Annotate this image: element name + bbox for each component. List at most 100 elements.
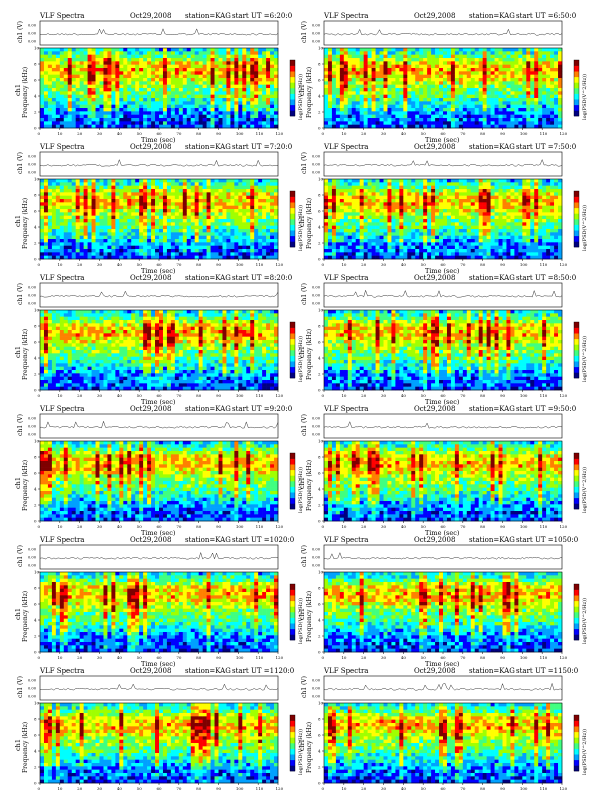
spectrogram-cell bbox=[139, 91, 143, 95]
spectrogram-cell bbox=[479, 58, 483, 62]
spectrogram-cell bbox=[246, 81, 250, 85]
spectrogram-cell bbox=[538, 71, 542, 75]
spectrogram-cell bbox=[376, 101, 380, 105]
spectrogram-cell bbox=[107, 88, 111, 92]
spectrogram-cell bbox=[419, 68, 423, 72]
spectrogram-cell bbox=[262, 115, 266, 119]
spectrogram-cell bbox=[203, 61, 207, 65]
spectrogram-cell bbox=[447, 121, 451, 125]
spectrogram-cell bbox=[431, 61, 435, 65]
spectrogram-cell bbox=[234, 95, 238, 99]
spectrogram-cell bbox=[107, 118, 111, 122]
spectrogram-cell bbox=[514, 88, 518, 92]
spectrogram-cell bbox=[230, 95, 234, 99]
spectrogram-cell bbox=[423, 115, 427, 119]
spectrogram-cell bbox=[526, 78, 530, 82]
spectrogram-cell bbox=[459, 108, 463, 112]
spectrogram-cell bbox=[399, 95, 403, 99]
spectrogram-cell bbox=[123, 75, 127, 79]
spectrogram-cell bbox=[344, 65, 348, 69]
spectrogram-cell bbox=[187, 98, 191, 102]
spectrogram-cell bbox=[111, 115, 115, 119]
spectrogram-cell bbox=[234, 118, 238, 122]
spectrogram-cell bbox=[258, 48, 262, 52]
spectrogram-cell bbox=[455, 75, 459, 79]
spectrogram-cell bbox=[483, 58, 487, 62]
spectrogram-cell bbox=[80, 91, 84, 95]
spectrogram-cell bbox=[246, 78, 250, 82]
spectrogram-cell bbox=[64, 65, 68, 69]
colorbar-segment bbox=[290, 94, 295, 100]
spectrogram-cell bbox=[163, 98, 167, 102]
spectrogram-cell bbox=[483, 61, 487, 65]
spectrogram-cell bbox=[100, 105, 104, 109]
spectrogram-cell bbox=[403, 48, 407, 52]
spectrogram-cell bbox=[423, 108, 427, 112]
spectrogram-cell bbox=[328, 68, 332, 72]
spectrogram-cell bbox=[230, 48, 234, 52]
spectrogram-cell bbox=[506, 58, 510, 62]
spectrogram-cell bbox=[266, 88, 270, 92]
spectrogram-cell bbox=[439, 51, 443, 55]
spectrogram-cell bbox=[163, 105, 167, 109]
spectrogram-cell bbox=[368, 51, 372, 55]
spectrogram-cell bbox=[159, 88, 163, 92]
spectrogram-cell bbox=[423, 51, 427, 55]
spectrogram-cell bbox=[328, 108, 332, 112]
spectrogram-cell bbox=[415, 81, 419, 85]
spectrogram-cell bbox=[427, 85, 431, 89]
spectrogram-cell bbox=[103, 95, 107, 99]
spectrogram-cell bbox=[364, 61, 368, 65]
spectrogram-cell bbox=[107, 98, 111, 102]
spectrogram-cell bbox=[411, 88, 415, 92]
spectrogram-cell bbox=[522, 88, 526, 92]
spectrogram-cell bbox=[514, 58, 518, 62]
spectrogram-cell bbox=[463, 88, 467, 92]
spectrogram-cell bbox=[274, 85, 278, 89]
spectrogram-cell bbox=[135, 71, 139, 75]
panel-station: station=KAG bbox=[469, 12, 515, 20]
spectrogram-cell bbox=[199, 95, 203, 99]
spectrogram-cell bbox=[510, 71, 514, 75]
spectrogram-cell bbox=[431, 78, 435, 82]
spectrogram-cell bbox=[195, 101, 199, 105]
spectrogram-cell bbox=[443, 51, 447, 55]
spectrogram-cell bbox=[415, 55, 419, 59]
spectrogram-cell bbox=[451, 101, 455, 105]
spectrogram-cell bbox=[100, 78, 104, 82]
spectrogram-cell bbox=[242, 108, 246, 112]
spectrogram-cell bbox=[479, 78, 483, 82]
x-tick-label: 90 bbox=[216, 131, 222, 136]
spectrogram-cell bbox=[167, 85, 171, 89]
spectrogram-cell bbox=[376, 95, 380, 99]
spectrogram-cell bbox=[534, 48, 538, 52]
spectrogram-cell bbox=[179, 61, 183, 65]
spectrogram-cell bbox=[230, 55, 234, 59]
spectrogram-cell bbox=[372, 71, 376, 75]
spectrogram-cell bbox=[439, 48, 443, 52]
spectrogram-cell bbox=[415, 111, 419, 115]
spectrogram-cell bbox=[332, 98, 336, 102]
spectrogram-cell bbox=[360, 51, 364, 55]
spectrogram-cell bbox=[384, 105, 388, 109]
spectrogram-cell bbox=[203, 71, 207, 75]
spectrogram-cell bbox=[356, 111, 360, 115]
panel-title: VLF Spectra bbox=[39, 12, 84, 20]
spectrogram-cell bbox=[483, 101, 487, 105]
spectrogram-cell bbox=[155, 81, 159, 85]
spectrogram-cell bbox=[266, 75, 270, 79]
colorbar-segment bbox=[290, 82, 295, 88]
spectrogram-cell bbox=[127, 118, 131, 122]
spectrogram-cell bbox=[107, 91, 111, 95]
spectrogram-cell bbox=[439, 105, 443, 109]
spectrogram-cell bbox=[187, 108, 191, 112]
spectrogram-cell bbox=[399, 118, 403, 122]
spectrogram-cell bbox=[92, 48, 96, 52]
spectrogram-cell bbox=[274, 61, 278, 65]
spectrogram-cell bbox=[127, 51, 131, 55]
spectrogram-cell bbox=[336, 55, 340, 59]
spectrogram-cell bbox=[435, 121, 439, 125]
spectrogram-cell bbox=[372, 105, 376, 109]
spectrogram-cell bbox=[352, 78, 356, 82]
spectrogram-cell bbox=[92, 85, 96, 89]
